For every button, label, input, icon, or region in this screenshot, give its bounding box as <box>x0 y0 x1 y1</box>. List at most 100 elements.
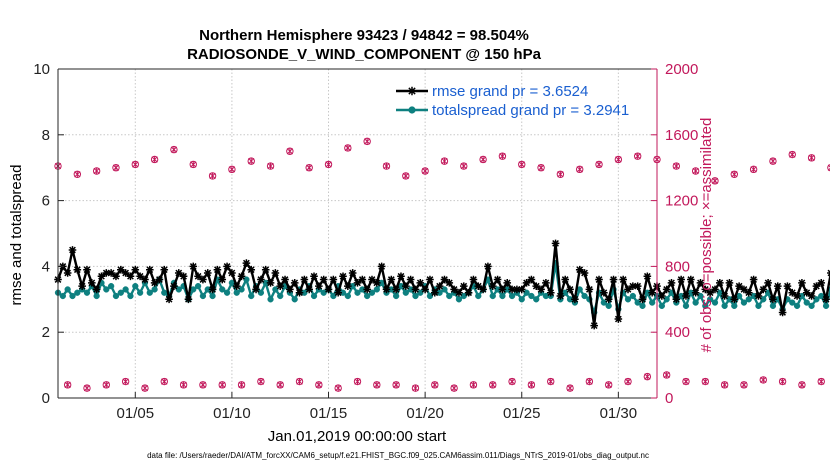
totalspread-point <box>808 302 815 310</box>
x-tick-label: 01/25 <box>503 405 541 422</box>
totalspread-point <box>93 292 100 300</box>
totalspread-point <box>460 292 467 300</box>
rmse-point <box>754 292 763 300</box>
rmse-point <box>720 292 729 300</box>
totalspread-point <box>417 289 424 296</box>
obs-assimilated-point <box>190 161 197 168</box>
rmse-point <box>348 269 357 277</box>
rmse-point <box>658 292 666 300</box>
chart-title-line2: RADIOSONDE_V_WIND_COMPONENT @ 150 hPa <box>187 46 542 63</box>
rmse-point <box>812 282 821 290</box>
rmse-point <box>571 295 579 304</box>
data-file-footer: data file: /Users/raeder/DAI/ATM_forcXX/… <box>147 451 649 460</box>
rmse-point <box>445 279 454 287</box>
totalspread-point <box>755 302 762 310</box>
rmse-point <box>373 279 381 287</box>
totalspread-point <box>320 289 327 296</box>
totalspread-point <box>368 289 376 296</box>
rmse-point <box>619 275 627 284</box>
rmse-point <box>126 272 135 281</box>
rmse-point <box>426 275 434 284</box>
rmse-point <box>730 295 739 304</box>
rmse-point <box>566 285 574 294</box>
totalspread-point <box>257 289 265 296</box>
rmse-point <box>242 259 251 267</box>
rmse-point <box>769 295 777 304</box>
rmse-point <box>261 265 270 274</box>
obs-assimilated-point <box>122 378 129 385</box>
rmse-point <box>257 275 265 284</box>
rmse-point <box>807 292 816 300</box>
rmse-point <box>687 275 695 284</box>
obs-assimilated-point <box>412 384 419 392</box>
rmse-point <box>228 269 236 277</box>
rmse-point <box>633 282 642 290</box>
obs-assimilated-point <box>315 381 323 389</box>
totalspread-point <box>663 296 670 303</box>
totalspread-point <box>132 282 139 290</box>
totalspread-point <box>103 286 110 293</box>
totalspread-point <box>528 292 535 300</box>
rmse-point <box>508 285 516 294</box>
rmse-point <box>672 295 681 304</box>
obs-assimilated-point <box>112 164 120 171</box>
rmse-point <box>711 285 719 294</box>
rmse-point <box>561 275 570 284</box>
rmse-point <box>725 279 734 287</box>
obs-assimilated-point <box>808 154 815 162</box>
rmse-point <box>696 279 705 287</box>
rmse-point <box>63 269 72 277</box>
rmse-point <box>266 279 275 287</box>
rmse-point <box>73 265 82 274</box>
totalspread-point <box>112 292 120 300</box>
totalspread-point <box>117 289 124 296</box>
rmse-point <box>252 285 260 294</box>
rmse-point <box>600 288 608 297</box>
obs-possible-point <box>827 164 830 172</box>
obs-assimilated-point <box>364 138 371 145</box>
totalspread-point <box>146 289 153 296</box>
rmse-point <box>551 239 560 248</box>
rmse-point <box>305 285 313 294</box>
rmse-point <box>629 282 637 290</box>
obs-assimilated-point <box>228 166 236 173</box>
totalspread-point <box>243 276 250 283</box>
obs-assimilated-point <box>132 161 139 168</box>
totalspread-point <box>581 292 588 300</box>
obs-assimilated-point <box>335 384 342 392</box>
rmse-point <box>749 275 758 284</box>
rmse-point <box>363 285 371 294</box>
rmse-point <box>290 279 299 287</box>
rmse-point <box>614 315 623 323</box>
obs-assimilated-point <box>306 164 313 171</box>
rmse-point <box>450 285 458 294</box>
totalspread-point <box>702 302 709 310</box>
plot-area <box>58 69 657 398</box>
rmse-point <box>382 285 391 294</box>
rmse-point <box>237 272 246 281</box>
rmse-point <box>402 282 410 290</box>
legend-label: totalspread grand pr = 3.2941 <box>432 102 629 119</box>
series-layer <box>54 137 830 392</box>
obs-assimilated-point <box>470 381 477 389</box>
obs-assimilated-point <box>673 162 680 170</box>
rmse-point <box>300 275 309 284</box>
totalspread-point <box>330 292 337 300</box>
totalspread-point <box>310 292 318 300</box>
totalspread-point <box>136 289 144 296</box>
totalspread-point <box>175 286 182 293</box>
obs-assimilated-point <box>692 167 699 175</box>
rmse-point <box>315 282 323 290</box>
totalspread-point <box>277 292 284 300</box>
obs-assimilated-point <box>595 161 603 168</box>
totalspread-point <box>523 289 530 296</box>
obs-assimilated-point <box>644 373 651 380</box>
totalspread-point <box>446 292 453 300</box>
rmse-point <box>667 279 676 287</box>
obs-assimilated-point <box>721 381 728 389</box>
rmse-point <box>271 269 280 277</box>
rmse-point <box>778 308 787 317</box>
obs-assimilated-point <box>74 170 81 178</box>
rmse-point <box>199 275 207 284</box>
